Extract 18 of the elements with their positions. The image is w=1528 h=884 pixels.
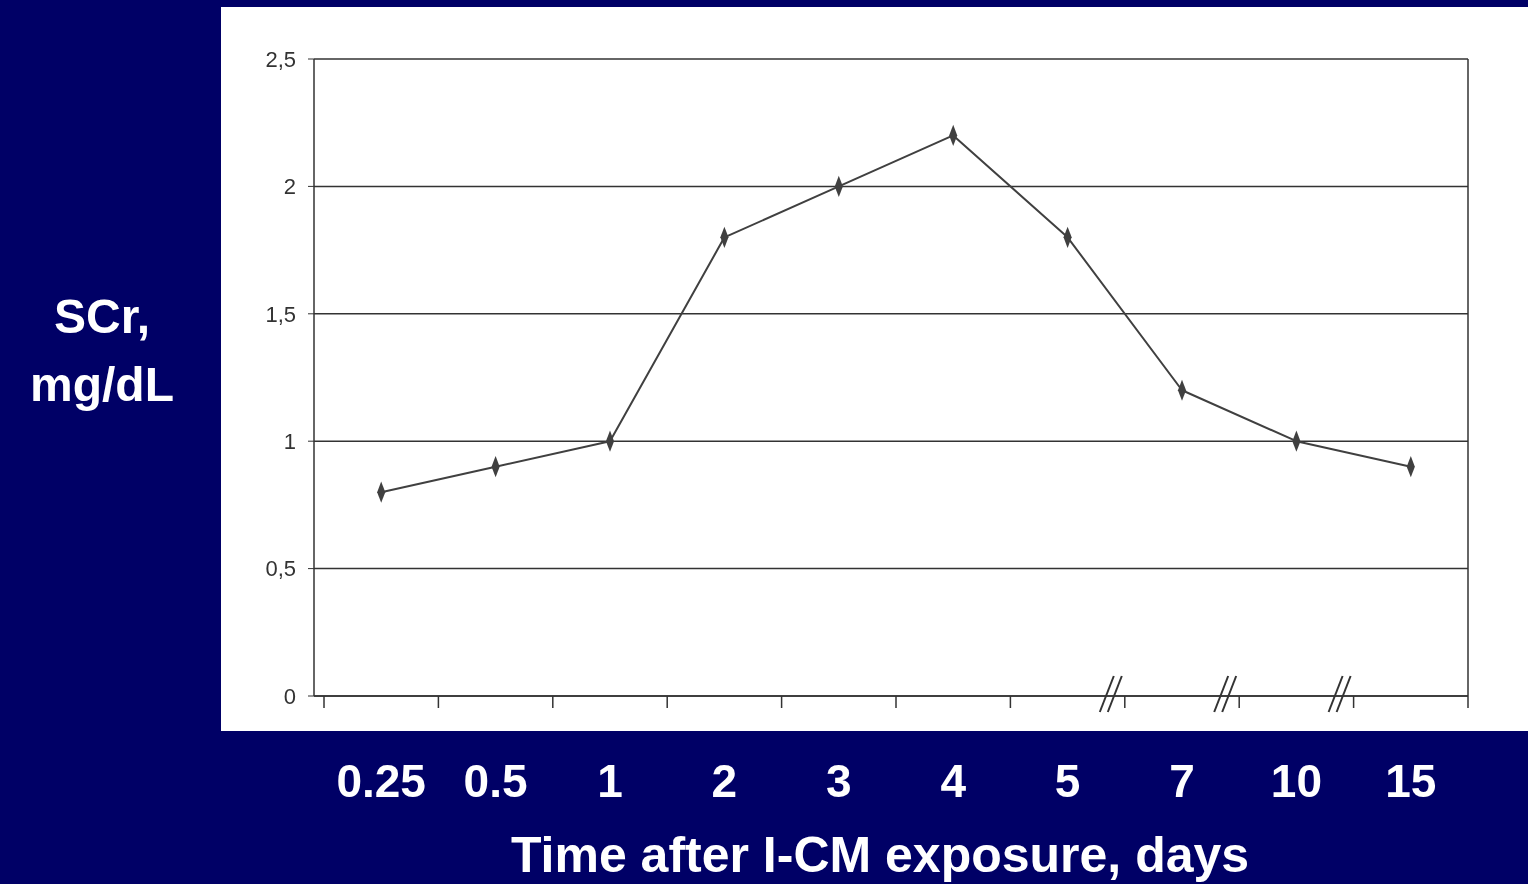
- x-tick-label: 4: [940, 755, 967, 807]
- x-tick-label: 15: [1385, 755, 1437, 807]
- x-tick-label: 10: [1270, 755, 1322, 807]
- y-axis-title: SCr, mg/dL: [30, 290, 174, 411]
- y-tick-label: 2,5: [265, 46, 296, 72]
- x-tick-label: 5: [1054, 755, 1081, 807]
- x-tick-label: 3: [826, 755, 852, 807]
- y-tick-label: 0: [283, 683, 296, 709]
- y-tick-label: 1: [283, 428, 296, 454]
- x-tick-label: 0.25: [336, 755, 426, 807]
- x-tick-label: 7: [1169, 755, 1195, 807]
- x-axis-title: Time after I-CM exposure, days: [510, 827, 1250, 883]
- x-tick-label: 0.5: [463, 755, 528, 807]
- y-tick-label: 0,5: [265, 556, 296, 582]
- x-tick-label: 1: [597, 755, 623, 807]
- y-tick-label: 2: [283, 174, 296, 200]
- x-tick-label: 2: [711, 755, 738, 807]
- y-tick-label: 1,5: [265, 301, 296, 327]
